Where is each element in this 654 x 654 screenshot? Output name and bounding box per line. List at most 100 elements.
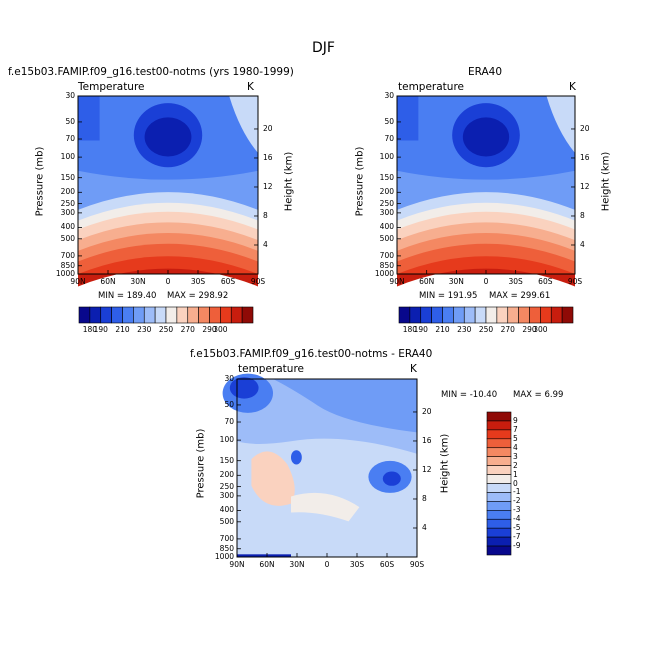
y-tick-label: 70 (384, 134, 394, 143)
field-band-warm (397, 256, 575, 274)
x-tick-label: 30S (190, 277, 206, 286)
x-tick-label: 90S (250, 277, 266, 286)
colorbar-swatch (486, 510, 512, 520)
y-tick-label: 200 (379, 187, 394, 197)
colorbar-label: -9 (513, 541, 521, 551)
panel1-y2label: Height (km) (283, 151, 295, 212)
colorbar-swatch (486, 447, 512, 457)
field-band-pole (546, 96, 575, 153)
x-tick-label: 60S (220, 277, 236, 286)
colorbar-swatch (176, 306, 189, 324)
panel3-title: f.e15b03.FAMIP.f09_g16.test00-notms - ER… (190, 348, 433, 360)
panel3-left-label: temperature (238, 363, 304, 375)
panel2-colorbar (398, 306, 574, 324)
colorbar-swatch (486, 438, 512, 449)
field-band-warm (397, 268, 575, 287)
x-tick-label: 30S (349, 560, 365, 569)
colorbar-label: 0 (513, 478, 518, 488)
y-tick-label: 700 (219, 533, 234, 543)
y-tick-label: 400 (219, 505, 234, 515)
colorbar-label: -4 (513, 514, 521, 524)
x-tick-label: 90S (567, 277, 583, 286)
colorbar-swatch (486, 474, 512, 484)
y2-tick-label: 8 (580, 210, 585, 220)
y-tick-label: 70 (65, 134, 75, 143)
colorbar-swatch (398, 306, 411, 324)
colorbar-label: 300 (533, 325, 548, 334)
colorbar-label: -2 (513, 496, 521, 506)
colorbar-swatch (486, 429, 512, 440)
panel2-title: ERA40 (468, 66, 503, 78)
colorbar-label: 210 (115, 325, 130, 334)
field-band-neg2 (273, 379, 417, 433)
y-tick-label: 100 (60, 152, 75, 162)
colorbar-swatch (486, 420, 512, 431)
y-tick-label: 150 (219, 455, 234, 465)
colorbar-label: 2 (513, 460, 518, 470)
x-tick-label: 60N (259, 560, 275, 569)
field-band-surface (237, 554, 291, 557)
y2-tick-label: 4 (422, 522, 427, 532)
y-tick-label: 1000 (55, 269, 75, 278)
panel2-min-label: MIN = 191.95 (419, 291, 478, 301)
panel1-left-label: Temperature (78, 81, 145, 93)
colorbar-swatch (165, 306, 178, 324)
y2-tick-label: 4 (580, 239, 585, 249)
field-band-neg5 (229, 377, 259, 399)
colorbar-swatch (529, 306, 541, 324)
panel3-min-label: MIN = -10.40 (441, 390, 498, 400)
x-tick-label: 90N (229, 560, 245, 569)
y-tick-label: 30 (65, 91, 75, 100)
colorbar-swatch (486, 527, 512, 538)
colorbar-label: 7 (513, 424, 518, 434)
y-tick-label: 100 (379, 152, 394, 162)
colorbar-label: 9 (513, 415, 518, 425)
panel1-right-label: K (247, 81, 254, 93)
x-tick-label: 60N (419, 277, 435, 286)
colorbar-label: 270 (500, 325, 515, 334)
y2-tick-label: 8 (263, 210, 268, 220)
colorbar-swatch (474, 306, 487, 324)
field-band-pos1 (251, 451, 295, 506)
colorbar-label: -3 (513, 505, 521, 515)
x-tick-label: 0 (483, 277, 489, 286)
y-tick-label: 250 (379, 198, 394, 208)
x-tick-label: 90N (389, 277, 405, 286)
colorbar-swatch (486, 456, 512, 466)
colorbar-label: -1 (513, 487, 521, 497)
colorbar-swatch (100, 306, 112, 324)
panel2-max-label: MAX = 299.61 (489, 291, 551, 301)
colorbar-label: 1 (513, 469, 518, 479)
field-band-warm (78, 256, 258, 274)
panel2-left-label: temperature (398, 81, 464, 93)
colorbar-swatch (198, 306, 210, 324)
field-band-tropopause-core (462, 117, 510, 157)
y-tick-label: 1000 (214, 552, 234, 561)
colorbar-swatch (486, 545, 512, 556)
x-tick-label: 30S (508, 277, 523, 286)
panel3-y2label: Height (km) (439, 433, 451, 494)
colorbar-label: 230 (457, 325, 472, 334)
colorbar-label: 5 (513, 433, 518, 443)
field-band-neg6 (382, 471, 401, 486)
panel3-right-label: K (410, 363, 417, 375)
colorbar-label: 250 (158, 325, 174, 334)
y2-tick-label: 12 (422, 464, 432, 474)
y-tick-label: 700 (379, 250, 394, 260)
colorbar-label: 180 (402, 325, 418, 334)
y-tick-label: 250 (219, 481, 234, 491)
colorbar-swatch (154, 306, 167, 324)
colorbar-swatch (486, 483, 512, 493)
colorbar-swatch (486, 411, 512, 422)
page-title: DJF (312, 40, 335, 56)
panel3-plot (222, 373, 418, 558)
colorbar-label: 190 (93, 325, 108, 334)
x-tick-label: 60S (538, 277, 553, 286)
x-tick-label: 30N (448, 277, 464, 286)
y-tick-label: 300 (219, 490, 234, 500)
y-tick-label: 850 (379, 260, 394, 270)
panel2-right-label: K (569, 81, 576, 93)
y-tick-label: 500 (219, 516, 234, 526)
colorbar-swatch (143, 306, 156, 324)
y-tick-label: 850 (219, 543, 234, 553)
